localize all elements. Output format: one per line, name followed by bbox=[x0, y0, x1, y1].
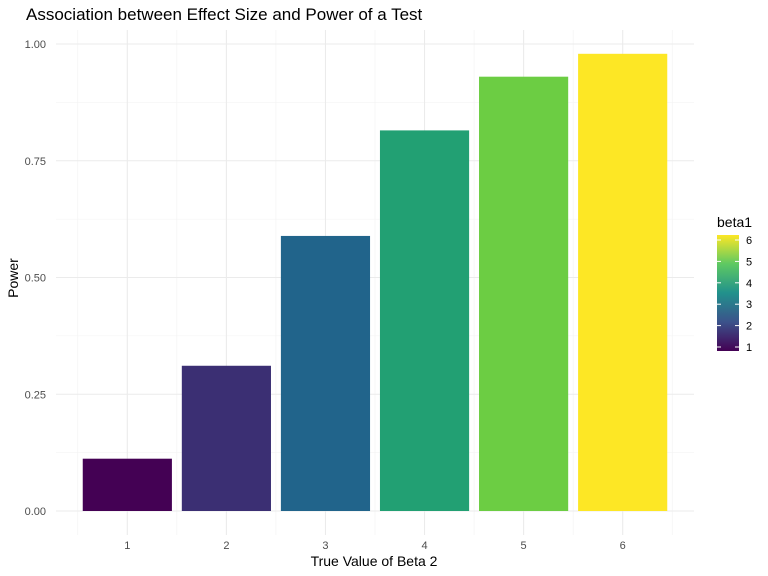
x-tick-label: 4 bbox=[421, 540, 427, 552]
x-tick-label: 6 bbox=[620, 540, 626, 552]
legend: beta1 1 2 3 4 5 6 bbox=[717, 214, 752, 354]
x-axis-ticks: 1 2 3 4 5 6 bbox=[124, 540, 625, 552]
legend-title: beta1 bbox=[717, 214, 752, 230]
legend-tick-label: 4 bbox=[746, 278, 752, 290]
x-tick-label: 1 bbox=[124, 540, 130, 552]
legend-tick-label: 1 bbox=[746, 342, 752, 354]
legend-tick-label: 3 bbox=[746, 299, 752, 311]
x-tick-label: 2 bbox=[223, 540, 229, 552]
x-tick-label: 5 bbox=[521, 540, 527, 552]
y-tick-label: 0.50 bbox=[25, 273, 46, 285]
x-axis-title: True Value of Beta 2 bbox=[311, 553, 438, 569]
y-tick-label: 0.75 bbox=[25, 156, 46, 168]
y-axis-ticks: 0.00 0.25 0.50 0.75 1.00 bbox=[25, 39, 46, 518]
legend-tick-label: 6 bbox=[746, 235, 752, 247]
bar-2 bbox=[181, 365, 271, 511]
legend-tick-label: 2 bbox=[746, 321, 752, 333]
y-tick-label: 0.25 bbox=[25, 389, 46, 401]
bars bbox=[82, 53, 668, 511]
y-tick-label: 0.00 bbox=[25, 506, 46, 518]
bar-5 bbox=[479, 76, 569, 511]
bar-6 bbox=[578, 53, 668, 511]
y-axis-title: Power bbox=[5, 258, 21, 298]
bar-3 bbox=[280, 235, 371, 511]
chart-title: Association between Effect Size and Powe… bbox=[26, 5, 423, 24]
legend-tick-label: 5 bbox=[746, 256, 752, 268]
bar-1 bbox=[82, 458, 172, 511]
bar-4 bbox=[379, 130, 470, 511]
legend-colorbar bbox=[717, 235, 739, 351]
y-tick-label: 1.00 bbox=[25, 39, 46, 51]
x-tick-label: 3 bbox=[322, 540, 328, 552]
